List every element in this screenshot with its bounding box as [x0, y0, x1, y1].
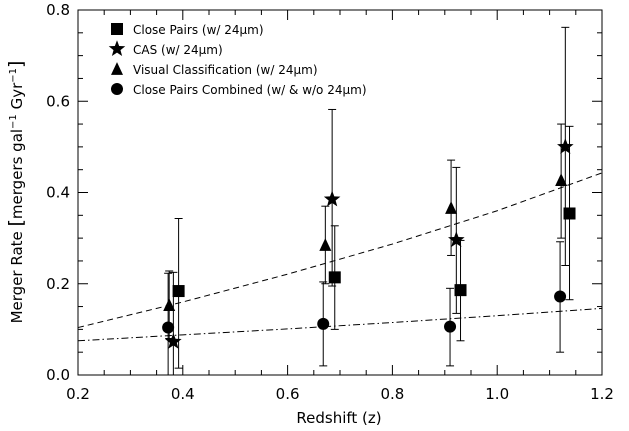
- data-point-visual-classification-2: [445, 201, 458, 214]
- x-tick-label: 1.2: [590, 385, 614, 403]
- y-axis-label-sup1: −1: [8, 114, 19, 129]
- legend-label-suffix: (w/ 24: [252, 63, 293, 77]
- legend-label-unit: μm: [342, 83, 361, 97]
- legend-label-end: ): [218, 43, 223, 57]
- x-tick-label: 0.4: [171, 385, 195, 403]
- legend-label-end: ): [313, 63, 318, 77]
- legend-label-end: ): [362, 83, 367, 97]
- x-tick-label: 0.8: [380, 385, 404, 403]
- y-tick-label: 0.6: [46, 92, 70, 110]
- data-point-cas-3: [557, 138, 574, 154]
- legend-label-name: Close Pairs: [133, 23, 198, 37]
- fit-curves: [77, 172, 603, 342]
- legend-label: CAS (w/ 24μm): [133, 43, 223, 57]
- legend-label: Close Pairs (w/ 24μm): [133, 23, 264, 37]
- y-axis-label-unit-main: mergers gal: [8, 129, 26, 219]
- y-axis-label-unit-mid: Gyr: [8, 82, 26, 114]
- data-point-close-pairs-3: [563, 207, 576, 220]
- legend-marker-square: [111, 23, 123, 35]
- legend-marker-star: [108, 40, 126, 57]
- y-tick-label: 0.0: [46, 366, 70, 384]
- legend-label-suffix: (w/ 24: [157, 43, 198, 57]
- y-axis-label-prefix: Merger Rate: [8, 226, 26, 323]
- data-point-cas-2: [448, 231, 465, 247]
- legend-marker-triangle: [111, 62, 123, 75]
- legend-label-suffix: (w/ & w/o 24: [263, 83, 343, 97]
- error-bars: [164, 26, 574, 375]
- y-tick-label: 0.4: [46, 184, 70, 202]
- legend-label-name: Close Pairs Combined: [133, 83, 263, 97]
- y-axis-label: Merger Rate [mergers gal−1 Gyr−1]: [5, 61, 27, 324]
- legend-label-end: ): [259, 23, 264, 37]
- legend-entry-close-pairs: Close Pairs (w/ 24μm): [111, 23, 264, 37]
- data-point-close-pairs-2: [454, 284, 467, 297]
- data-point-visual-classification-1: [319, 238, 332, 251]
- legend-label-suffix: (w/ 24: [198, 23, 239, 37]
- data-point-close-pairs-1: [328, 271, 341, 284]
- legend-label: Visual Classification (w/ 24μm): [133, 63, 318, 77]
- y-axis-label-bracket-close: ]: [5, 61, 27, 68]
- y-axis-label-sup2: −1: [8, 68, 19, 83]
- y-axis-label-bracket-open: [: [5, 219, 27, 226]
- data-point-cas-0: [165, 332, 182, 349]
- y-tick-label: 0.8: [46, 1, 70, 19]
- x-tick-label: 0.2: [66, 385, 90, 403]
- data-point-close-pairs-combined-0: [162, 321, 175, 334]
- data-markers: [162, 138, 576, 349]
- legend-label: Close Pairs Combined (w/ & w/o 24μm): [133, 83, 367, 97]
- x-tick-label: 0.6: [276, 385, 300, 403]
- data-point-visual-classification-0: [163, 298, 176, 312]
- legend: Close Pairs (w/ 24μm)CAS (w/ 24μm)Visual…: [108, 23, 367, 97]
- legend-label-unit: μm: [199, 43, 218, 57]
- legend-marker-circle: [111, 83, 123, 95]
- legend-label-name: CAS: [133, 43, 157, 57]
- legend-entry-visual-classification: Visual Classification (w/ 24μm): [111, 62, 318, 77]
- data-point-cas-1: [323, 190, 341, 207]
- axes: 0.2 0.4 0.6 0.8 1.0 1.20.00.20.40.60.8: [46, 1, 614, 403]
- legend-entry-cas: CAS (w/ 24μm): [108, 40, 223, 57]
- legend-entry-close-pairs-combined: Close Pairs Combined (w/ & w/o 24μm): [111, 83, 367, 97]
- data-point-visual-classification-3: [555, 173, 568, 187]
- legend-label-name: Visual Classification: [133, 63, 252, 77]
- data-point-close-pairs-0: [172, 285, 185, 298]
- legend-label-unit: μm: [240, 23, 259, 37]
- data-point-close-pairs-combined-3: [554, 290, 567, 303]
- data-point-close-pairs-combined-2: [444, 320, 457, 333]
- x-axis-label: Redshift (z): [296, 409, 381, 427]
- data-point-close-pairs-combined-1: [317, 317, 330, 330]
- legend-label-unit: μm: [293, 63, 312, 77]
- x-tick-label: 1.0: [485, 385, 509, 403]
- fit-line-dashdot: [77, 307, 603, 342]
- fit-line-dashed: [77, 172, 603, 329]
- y-tick-label: 0.2: [46, 275, 70, 293]
